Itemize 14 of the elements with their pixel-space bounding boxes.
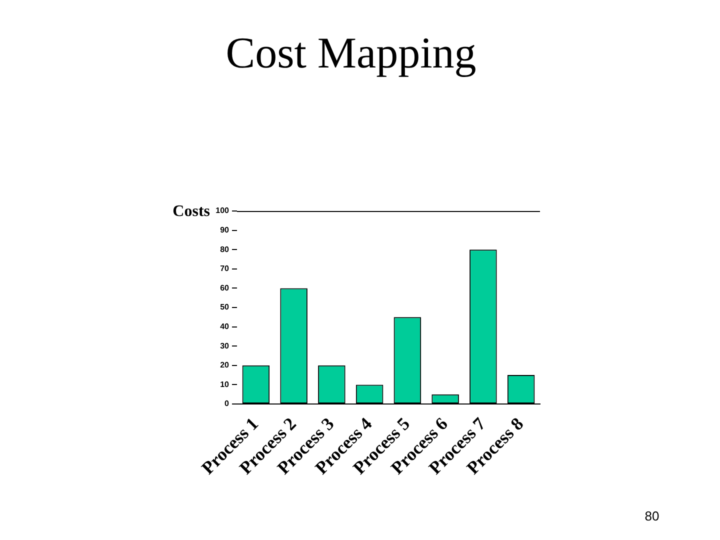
y-tick-label: 80 xyxy=(220,244,230,254)
y-tick-label: 70 xyxy=(220,264,230,274)
y-axis-title: Costs xyxy=(172,203,210,220)
y-tick-label: 0 xyxy=(224,399,230,408)
y-tick-label: 40 xyxy=(220,322,230,332)
y-tick-label: 30 xyxy=(220,341,230,350)
y-tick-label: 50 xyxy=(220,302,230,312)
text: 80 xyxy=(644,508,660,524)
y-tick-label: 10 xyxy=(220,380,230,389)
chart-title: Cost Mapping xyxy=(226,28,476,78)
y-tick-label: 100 xyxy=(216,206,230,216)
y-tick-label: 20 xyxy=(220,360,230,370)
y-tick-label: 60 xyxy=(220,283,230,292)
y-tick-label: 90 xyxy=(220,226,230,235)
